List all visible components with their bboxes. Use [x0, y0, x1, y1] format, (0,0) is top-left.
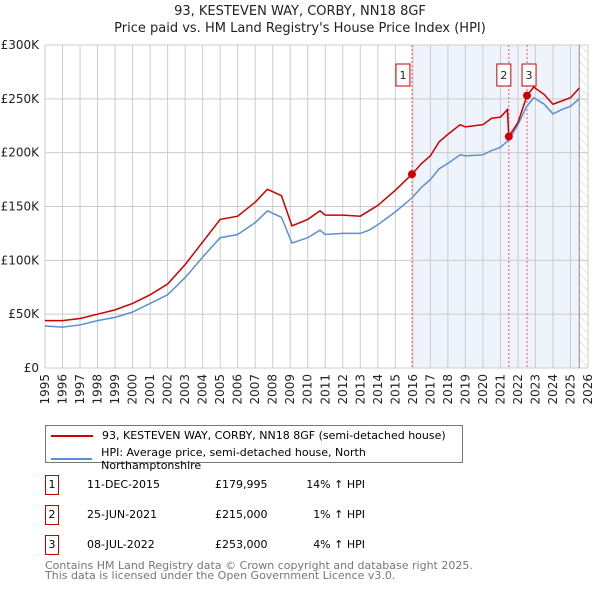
- x-tick-label: 2026: [581, 374, 595, 405]
- footer-line: This data is licensed under the Open Gov…: [45, 569, 396, 582]
- x-tick-label: 1999: [108, 374, 122, 405]
- x-tick-label: 2021: [493, 374, 507, 405]
- x-tick-label: 2003: [178, 374, 192, 405]
- legend-label-property: 93, KESTEVEN WAY, CORBY, NN18 8GF (semi-…: [102, 429, 446, 442]
- sale-marker-box: 2: [45, 505, 59, 525]
- x-tick-label: 2025: [563, 374, 577, 405]
- sale-hpi-diff: 4% ↑ HPI: [313, 538, 365, 551]
- x-tick-label: 2005: [213, 374, 227, 405]
- x-tick-label: 1998: [91, 374, 105, 405]
- sale-price: £179,995: [215, 478, 268, 491]
- x-tick-label: 2007: [248, 374, 262, 405]
- y-tick-label: £50K: [8, 307, 40, 321]
- x-tick-label: 2016: [406, 374, 420, 405]
- sale-point: [523, 91, 532, 100]
- footer-line: Contains HM Land Registry data © Crown c…: [45, 559, 473, 572]
- x-tick-label: 2018: [441, 374, 455, 405]
- x-tick-label: 2008: [266, 374, 280, 405]
- sale-label-box: [395, 63, 411, 87]
- x-tick-label: 2012: [336, 374, 350, 405]
- x-tick-label: 2022: [511, 374, 525, 405]
- plot-area: 1995 1996 1997 1998 1999 2000 2001 2002 2003 2004…: [1, 38, 595, 405]
- sale-date: 11-DEC-2015: [87, 478, 161, 491]
- y-tick-label: £0: [24, 361, 39, 375]
- y-tick-label: £100K: [1, 253, 41, 267]
- sale-price: £215,000: [215, 508, 268, 521]
- x-tick-label: 2023: [528, 374, 542, 405]
- sale-hpi-diff: 1% ↑ HPI: [313, 508, 365, 521]
- chart-title: 93, KESTEVEN WAY, CORBY, NN18 8GF: [174, 4, 426, 19]
- legend-swatch-hpi: [51, 458, 93, 460]
- footer: Contains HM Land Registry data © Crown c…: [45, 559, 473, 582]
- sale-label: 2: [500, 69, 507, 82]
- y-tick-label: £200K: [1, 146, 41, 160]
- x-tick-label: 2000: [126, 374, 140, 405]
- legend-swatch-property: [51, 434, 93, 437]
- x-tick-label: 2024: [546, 374, 560, 405]
- sale-label: 3: [526, 69, 533, 82]
- sale-marker-box: 1: [45, 475, 59, 495]
- x-tick-label: 2013: [353, 374, 367, 405]
- x-tick-label: 2004: [196, 374, 210, 405]
- x-tick-label: 2001: [143, 374, 157, 405]
- sale-label: 1: [399, 69, 406, 82]
- sale-point: [504, 132, 513, 141]
- x-tick-label: 2009: [283, 374, 297, 405]
- sale-date: 25-JUN-2021: [87, 508, 158, 521]
- property-price-line: [45, 85, 580, 322]
- x-tick-label: 2002: [161, 374, 175, 405]
- x-tick-label: 2015: [388, 374, 402, 405]
- sale-hpi-diff: 14% ↑ HPI: [306, 478, 365, 491]
- sale-price: £253,000: [215, 538, 268, 551]
- legend-label-hpi: HPI: Average price, semi-detached house,…: [101, 446, 366, 472]
- sale-label-box: [496, 63, 512, 87]
- sale-label-box: [521, 63, 537, 87]
- x-tick-label: 2017: [423, 374, 437, 405]
- sale-date: 08-JUL-2022: [87, 538, 155, 551]
- sale-point: [407, 170, 416, 179]
- y-tick-label: £150K: [1, 200, 41, 214]
- chart-subtitle: Price paid vs. HM Land Registry's House …: [114, 21, 486, 36]
- x-tick-label: 2020: [476, 374, 490, 405]
- x-tick-label: 2006: [231, 374, 245, 405]
- legend: 93, KESTEVEN WAY, CORBY, NN18 8GF (semi-…: [45, 425, 463, 472]
- x-tick-label: 2014: [371, 374, 385, 405]
- x-tick-label: 2011: [318, 374, 332, 405]
- x-tick-label: 2010: [301, 374, 315, 405]
- hpi-line: [44, 96, 580, 328]
- y-tick-label: £250K: [1, 92, 41, 106]
- x-tick-label: 1995: [38, 374, 52, 405]
- y-tick-label: £300K: [1, 38, 41, 52]
- x-tick-label: 2019: [458, 374, 472, 405]
- sale-marker-box: 3: [45, 535, 59, 555]
- x-tick-label: 1997: [73, 374, 87, 405]
- x-tick-label: 1996: [56, 374, 70, 405]
